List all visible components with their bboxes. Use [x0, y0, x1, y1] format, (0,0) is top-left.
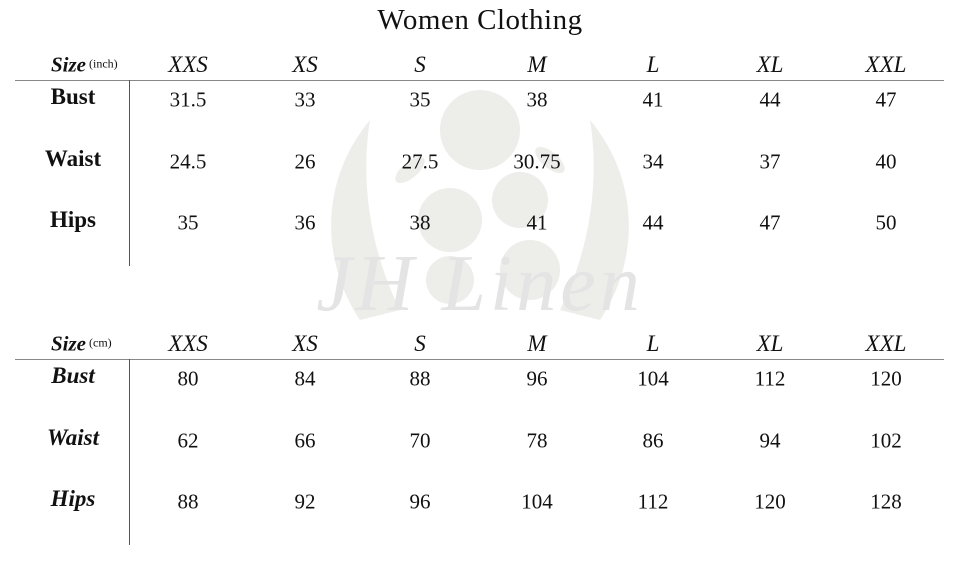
table-cell: 37: [759, 149, 781, 174]
table-cell: 80: [177, 366, 199, 391]
column-header-xxs: XXS: [168, 52, 208, 77]
table-cell: 120: [870, 366, 902, 391]
header-divider: [15, 359, 944, 360]
row-label-bust: Bust: [51, 363, 95, 388]
table-cell: 38: [526, 87, 548, 112]
table-cell: 84: [294, 366, 316, 391]
size-label-text: Size: [51, 331, 87, 356]
table-cell: 94: [759, 428, 781, 453]
table-cell: 102: [870, 428, 902, 453]
table-cell: 44: [642, 210, 664, 235]
table-cell: 86: [642, 428, 664, 453]
table-cell: 36: [294, 210, 316, 235]
row-label-waist: Waist: [47, 425, 99, 450]
row-label-waist: Waist: [44, 146, 102, 171]
table-cell: 34: [642, 149, 664, 174]
table-cell: 104: [521, 489, 553, 514]
table-cell: 47: [759, 210, 781, 235]
table-cell: 35: [177, 210, 199, 235]
column-header-xxs: XXS: [168, 331, 208, 356]
column-header-s: S: [414, 331, 426, 356]
column-header-m: M: [527, 52, 547, 77]
row-label-bust: Bust: [50, 84, 96, 109]
wreath-watermark-icon: [331, 90, 629, 320]
size-label-text: Size: [51, 52, 87, 77]
column-header-s: S: [414, 52, 426, 77]
table-cell: 41: [642, 87, 664, 112]
table-cell: 62: [177, 428, 199, 453]
row-label-hips: Hips: [49, 207, 97, 232]
header-divider: [15, 80, 944, 81]
table-cell: 44: [759, 87, 781, 112]
unit-label: (cm): [89, 335, 112, 350]
table-cell: 66: [294, 428, 316, 453]
column-header-xs: XS: [292, 331, 318, 356]
table-cell: 33: [294, 87, 316, 112]
column-header-xxl: XXL: [865, 331, 907, 356]
row-label-hips: Hips: [50, 486, 96, 511]
size-label: Size (cm): [51, 332, 112, 357]
table-cell: 40: [875, 149, 897, 174]
table-cell: 38: [409, 210, 431, 235]
table-cell: 96: [409, 489, 431, 514]
brand-watermark: JH Linen: [316, 240, 644, 328]
column-header-l: L: [646, 331, 660, 356]
table-cell: 70: [409, 428, 431, 453]
table-cell: 112: [637, 489, 669, 514]
table-cell: 78: [526, 428, 548, 453]
column-header-xs: XS: [292, 52, 318, 77]
table-cell: 96: [526, 366, 548, 391]
size-label: Size (inch): [51, 53, 118, 78]
table-cell: 50: [875, 210, 897, 235]
table-cell: 120: [754, 489, 786, 514]
table-cell: 31.5: [169, 87, 207, 112]
page-title: Women Clothing: [377, 4, 583, 36]
table-cell: 128: [870, 489, 902, 514]
column-header-m: M: [527, 331, 547, 356]
table-cell: 92: [294, 489, 316, 514]
table-cell: 88: [409, 366, 431, 391]
table-cell: 35: [409, 87, 431, 112]
label-column-divider: [129, 359, 130, 545]
column-header-xxl: XXL: [865, 52, 907, 77]
table-cell: 27.5: [401, 149, 439, 174]
table-cell: 47: [875, 87, 897, 112]
table-cell: 112: [754, 366, 786, 391]
table-cell: 26: [294, 149, 316, 174]
column-header-l: L: [646, 52, 660, 77]
table-cell: 24.5: [169, 149, 207, 174]
column-header-xl: XL: [756, 331, 784, 356]
column-header-xl: XL: [756, 52, 784, 77]
table-cell: 30.75: [513, 149, 561, 174]
unit-label: (inch): [89, 56, 118, 71]
label-column-divider: [129, 80, 130, 266]
table-cell: 41: [526, 210, 548, 235]
table-cell: 88: [177, 489, 199, 514]
table-cell: 104: [637, 366, 669, 391]
